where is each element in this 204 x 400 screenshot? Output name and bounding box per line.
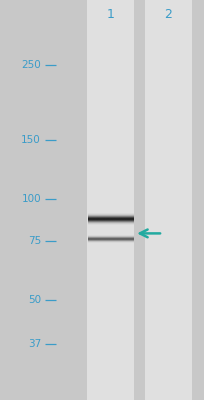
Text: 150: 150 [21, 135, 41, 145]
Text: 1: 1 [106, 8, 114, 20]
Text: 100: 100 [21, 194, 41, 204]
Text: 2: 2 [163, 8, 171, 20]
Text: 37: 37 [28, 339, 41, 349]
Text: 250: 250 [21, 60, 41, 70]
Text: 50: 50 [28, 295, 41, 305]
Bar [87, 0, 134, 400]
Text: 75: 75 [28, 236, 41, 246]
Bar [144, 0, 191, 400]
